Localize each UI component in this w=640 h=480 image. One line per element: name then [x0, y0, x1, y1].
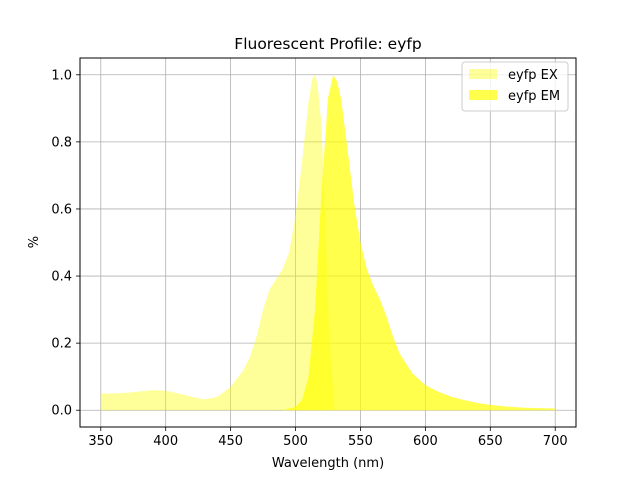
series-layer — [100, 74, 556, 411]
x-tick-label: 600 — [413, 434, 438, 449]
plot-frame — [79, 57, 577, 428]
legend-swatch-em — [469, 90, 497, 100]
chart-title: Fluorescent Profile: eyfp — [234, 35, 421, 53]
legend-label-ex: eyfp EX — [508, 68, 558, 83]
x-axis-label: Wavelength (nm) — [272, 456, 384, 471]
x-tick-label: 350 — [88, 434, 113, 449]
y-tick-label: 1.0 — [51, 68, 72, 83]
legend-swatch-ex — [469, 69, 497, 79]
y-tick-label: 0.8 — [51, 135, 72, 150]
y-axis-label: % — [27, 236, 42, 248]
x-tick-label: 500 — [283, 434, 308, 449]
x-tick-label: 700 — [543, 434, 568, 449]
x-tick-label: 450 — [218, 434, 243, 449]
y-tick-label: 0.4 — [51, 270, 72, 285]
x-tick-label: 400 — [153, 434, 178, 449]
y-tick-label: 0.6 — [51, 202, 72, 217]
series-area-em — [282, 74, 556, 411]
y-tick-label: 0.2 — [51, 337, 72, 352]
x-axis: 350 400 450 500 550 600 650 700 — [88, 427, 568, 449]
x-tick-label: 650 — [478, 434, 503, 449]
legend: eyfp EX eyfp EM — [461, 61, 569, 112]
x-tick-label: 550 — [348, 434, 373, 449]
legend-label-em: eyfp EM — [508, 89, 560, 104]
series-area-ex — [100, 74, 335, 411]
y-tick-label: 0.0 — [51, 404, 72, 419]
y-axis: 0.0 0.2 0.4 0.6 0.8 1.0 — [51, 68, 80, 419]
